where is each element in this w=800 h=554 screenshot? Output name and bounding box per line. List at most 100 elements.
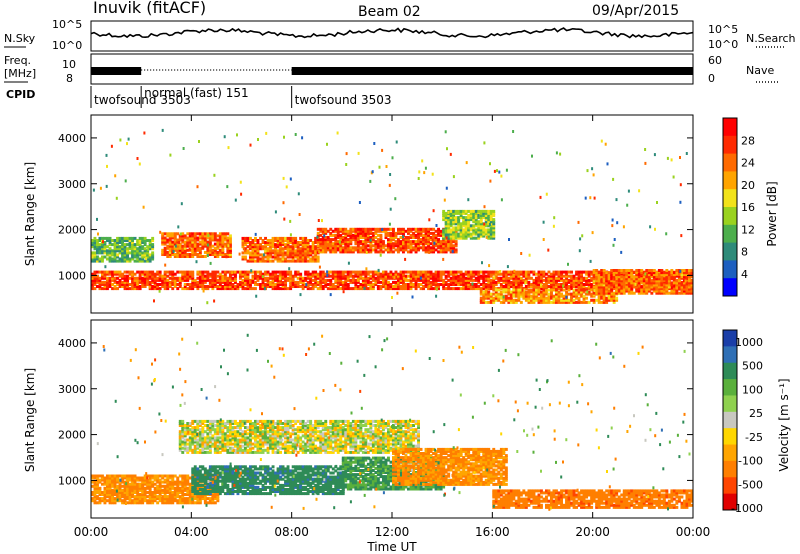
- power-cell: [296, 247, 300, 251]
- power-cell: [376, 270, 380, 274]
- power-scatter: [653, 153, 656, 157]
- power-cell: [457, 216, 461, 220]
- power-cell: [181, 244, 185, 248]
- power-band-0: [91, 270, 693, 291]
- velocity-cell: [136, 495, 140, 499]
- power-cell: [259, 243, 262, 247]
- power-cell: [555, 270, 558, 274]
- nsky-right-tick-low: 10^0: [708, 38, 738, 51]
- power-cell: [389, 274, 393, 278]
- power-cell: [562, 296, 566, 300]
- power-cell: [577, 290, 581, 294]
- power-cell: [494, 280, 498, 284]
- power-cell: [316, 283, 320, 286]
- power-cell: [231, 285, 235, 288]
- velocity-cell: [116, 486, 119, 490]
- power-cell: [477, 276, 481, 280]
- power-cell: [454, 244, 458, 248]
- power-cell: [678, 291, 681, 295]
- power-cell: [572, 280, 576, 284]
- velocity-cell: [128, 484, 132, 488]
- power-cell: [688, 289, 691, 293]
- power-cell: [439, 240, 443, 244]
- power-cell: [509, 294, 513, 298]
- power-cell: [467, 226, 471, 230]
- power-cell: [341, 248, 345, 252]
- power-cell: [427, 240, 430, 244]
- power-cell: [356, 229, 360, 233]
- velocity-cell: [108, 484, 112, 488]
- power-cell: [108, 241, 112, 244]
- power-cell: [464, 222, 468, 226]
- velocity-cell: [148, 499, 152, 503]
- power-cell: [570, 292, 573, 296]
- power-cell: [685, 291, 689, 295]
- power-cell: [319, 240, 323, 244]
- power-cell: [550, 280, 553, 284]
- power-cell: [610, 273, 614, 277]
- power-cell: [640, 291, 644, 295]
- power-cell: [502, 300, 506, 304]
- power-cell: [379, 287, 383, 291]
- velocity-cell: [131, 491, 134, 494]
- power-cell: [171, 253, 175, 256]
- power-cell: [567, 278, 571, 282]
- power-cell: [499, 296, 503, 300]
- power-cell: [547, 270, 551, 274]
- power-cell: [600, 287, 604, 291]
- power-cell: [98, 278, 102, 282]
- velocity-cell: [171, 501, 175, 505]
- power-cell: [203, 270, 207, 274]
- power-cell: [276, 255, 280, 259]
- power-cell: [419, 278, 423, 282]
- power-cell: [655, 279, 659, 283]
- velocity-cell: [148, 497, 152, 501]
- velocity-cell: [171, 497, 175, 501]
- power-cell: [489, 218, 493, 222]
- power-cell: [459, 276, 463, 280]
- power-cell: [552, 272, 556, 276]
- power-cell: [131, 285, 134, 288]
- power-cell: [346, 270, 350, 274]
- power-cell: [321, 250, 325, 254]
- power-cell: [96, 245, 99, 249]
- power-cell: [462, 274, 466, 278]
- power-cell: [449, 242, 453, 246]
- power-cell: [414, 270, 418, 274]
- power-cell: [467, 270, 471, 274]
- power-cell: [211, 280, 215, 284]
- power-cell: [158, 272, 162, 276]
- power-cell: [499, 276, 503, 280]
- power-cell: [166, 255, 170, 258]
- power-cell: [346, 276, 350, 280]
- velocity-cell: [93, 474, 97, 478]
- power-cell: [359, 283, 363, 286]
- velocity-cell: [166, 495, 170, 499]
- power-cell: [640, 277, 644, 281]
- power-cell: [329, 248, 333, 252]
- power-cell: [188, 234, 192, 238]
- power-cell: [126, 236, 129, 240]
- power-cell: [93, 243, 97, 247]
- power-cell: [246, 283, 250, 286]
- power-cell: [324, 274, 328, 278]
- power-cell: [369, 287, 373, 291]
- power-cell: [452, 220, 456, 224]
- power-scatter: [188, 247, 191, 251]
- power-cell: [605, 283, 609, 287]
- power-cell: [299, 257, 303, 261]
- power-cell: [146, 239, 150, 242]
- power-cell: [379, 233, 383, 237]
- power-cell: [198, 253, 202, 256]
- power-cell: [555, 272, 558, 276]
- power-cell: [387, 244, 390, 248]
- power-cell: [575, 290, 578, 294]
- power-cell: [502, 278, 506, 282]
- power-cell: [399, 272, 403, 276]
- power-cell: [439, 250, 443, 254]
- power-cell: [234, 276, 237, 280]
- power-cell: [585, 288, 588, 292]
- power-cell: [198, 272, 202, 276]
- power-cell: [557, 278, 561, 282]
- power-ylabel: Slant Range [km]: [23, 162, 37, 266]
